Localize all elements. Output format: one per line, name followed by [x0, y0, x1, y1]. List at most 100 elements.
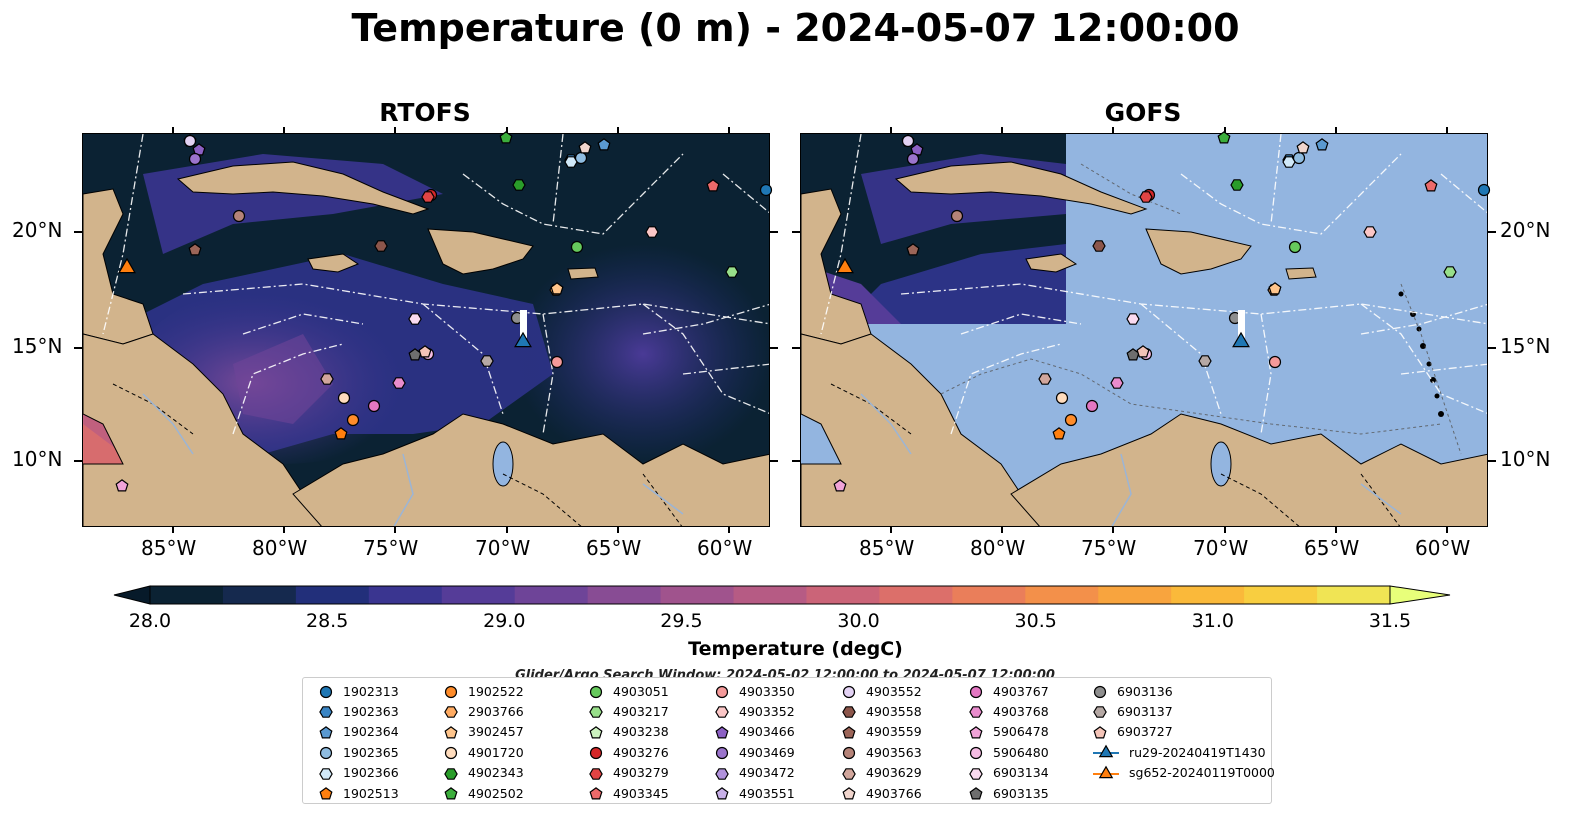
float-marker-6903134[interactable]	[408, 313, 422, 325]
float-marker-4903051[interactable]	[1288, 240, 1302, 254]
float-marker-4901720[interactable]	[1055, 391, 1069, 405]
legend-label: 4903559	[866, 724, 922, 740]
legend-marker-triangle	[1093, 744, 1119, 758]
float-marker-5906478[interactable]	[115, 479, 129, 492]
float-marker-4903558[interactable]	[374, 240, 388, 252]
float-marker-1902366[interactable]	[1282, 156, 1296, 168]
float-marker-4903563[interactable]	[232, 209, 246, 223]
legend-marker-circle	[444, 747, 458, 760]
puerto-rico-land	[567, 267, 599, 280]
glider-marker-sg652[interactable]	[118, 257, 136, 274]
float-marker-4903559[interactable]	[188, 243, 202, 256]
float-marker-4903469[interactable]	[188, 152, 202, 166]
float-marker-6903727[interactable]	[418, 345, 432, 358]
float-marker-6903137[interactable]	[1198, 355, 1212, 367]
legend-item: 1902522	[442, 681, 524, 701]
float-marker-4902502[interactable]	[499, 131, 513, 144]
cuba-land	[176, 161, 430, 215]
legend-label: ru29-20240419T1430	[1129, 744, 1266, 760]
float-marker-4903767[interactable]	[367, 399, 381, 413]
float-marker-4903766[interactable]	[1296, 141, 1310, 154]
float-marker-4903469[interactable]	[906, 152, 920, 166]
float-marker-4903767[interactable]	[1085, 399, 1099, 413]
axis-tick	[792, 347, 800, 349]
rivers	[142, 393, 684, 526]
colorbar-cell	[1098, 586, 1172, 604]
colorbar-cell	[150, 586, 224, 604]
float-marker-4903552[interactable]	[183, 134, 197, 148]
axis-tick	[1112, 127, 1114, 133]
float-marker-3902457[interactable]	[1268, 282, 1282, 295]
legend-marker-hexagon	[589, 706, 603, 719]
float-marker-4903350[interactable]	[1268, 355, 1282, 369]
float-marker-4903558[interactable]	[1092, 240, 1106, 252]
float-marker-4903766[interactable]	[578, 141, 592, 154]
float-marker-4903352[interactable]	[1363, 226, 1377, 238]
warm-region-east	[513, 244, 769, 464]
float-marker-4903352[interactable]	[645, 226, 659, 238]
float-marker-1902522[interactable]	[1064, 413, 1078, 427]
glider-marker-sg652[interactable]	[836, 257, 854, 274]
float-marker-4903217[interactable]	[1443, 266, 1457, 278]
float-marker-5906478[interactable]	[833, 479, 847, 492]
float-marker-4902502[interactable]	[1217, 131, 1231, 144]
float-marker-1902513[interactable]	[334, 427, 348, 440]
colorbar-cell	[222, 586, 297, 604]
float-marker-1902313[interactable]	[1477, 183, 1491, 197]
float-marker-4903279[interactable]	[1139, 191, 1153, 203]
hispaniola-land	[427, 228, 534, 275]
legend-marker-circle	[319, 685, 333, 699]
float-marker-4903563[interactable]	[950, 209, 964, 223]
lake-maracaibo	[1210, 441, 1232, 487]
float-marker-3902457[interactable]	[550, 282, 564, 295]
float-marker-4903768[interactable]	[1110, 377, 1124, 389]
float-marker-4903345[interactable]	[1424, 179, 1438, 192]
float-marker-1902366[interactable]	[564, 156, 578, 168]
glider-track-ru29	[520, 310, 527, 338]
float-marker-6903137[interactable]	[480, 355, 494, 367]
float-marker-4903345[interactable]	[706, 179, 720, 192]
map-rtofs-canvas	[83, 134, 769, 526]
float-marker-4903559[interactable]	[906, 243, 920, 256]
axis-tick	[1446, 127, 1448, 133]
float-marker-1902513[interactable]	[1052, 427, 1066, 440]
float-marker-1902364[interactable]	[1315, 138, 1329, 151]
glider-marker-ru29[interactable]	[514, 331, 532, 348]
float-marker-6903727[interactable]	[1136, 345, 1150, 358]
legend-item: 6903727	[1091, 722, 1173, 742]
float-marker-4903350[interactable]	[550, 355, 564, 369]
float-marker-4903552[interactable]	[901, 134, 915, 148]
float-marker-4903768[interactable]	[392, 377, 406, 389]
float-marker-1902364[interactable]	[597, 138, 611, 151]
lat-tick-label: 20°N	[12, 218, 63, 242]
float-marker-4903279[interactable]	[421, 191, 435, 203]
axis-tick	[770, 231, 778, 233]
legend-item: 4903767	[967, 681, 1049, 701]
axis-tick	[1446, 527, 1448, 533]
map-rtofs[interactable]	[82, 133, 770, 527]
float-marker-4902343[interactable]	[1230, 179, 1244, 191]
float-marker-4902343[interactable]	[512, 179, 526, 191]
float-marker-4903629[interactable]	[320, 373, 334, 385]
float-marker-4903629[interactable]	[1038, 373, 1052, 385]
legend: 1902313 1902363 1902364 1902365 1902366 19025…	[302, 677, 1275, 804]
float-marker-1902313[interactable]	[759, 183, 773, 197]
legend-marker-hexagon	[842, 706, 856, 719]
legend-label: 4903767	[993, 683, 1049, 699]
float-marker-4903217[interactable]	[725, 266, 739, 278]
figure-title: Temperature (0 m) - 2024-05-07 12:00:00	[351, 6, 1240, 50]
axis-tick	[770, 347, 778, 349]
float-marker-6903134[interactable]	[1126, 313, 1140, 325]
axis-tick	[172, 527, 174, 533]
glider-marker-ru29[interactable]	[1232, 331, 1250, 348]
panel-title-rtofs: RTOFS	[379, 98, 471, 127]
legend-label: 4903472	[739, 765, 795, 781]
lon-tick-label: 65°W	[1304, 536, 1360, 560]
float-marker-4903051[interactable]	[570, 240, 584, 254]
float-marker-4901720[interactable]	[337, 391, 351, 405]
legend-marker-circle	[715, 747, 729, 760]
float-marker-1902522[interactable]	[346, 413, 360, 427]
legend-item: 2903766	[442, 701, 524, 721]
axis-tick	[890, 127, 892, 133]
legend-marker-hexagon	[444, 706, 458, 719]
